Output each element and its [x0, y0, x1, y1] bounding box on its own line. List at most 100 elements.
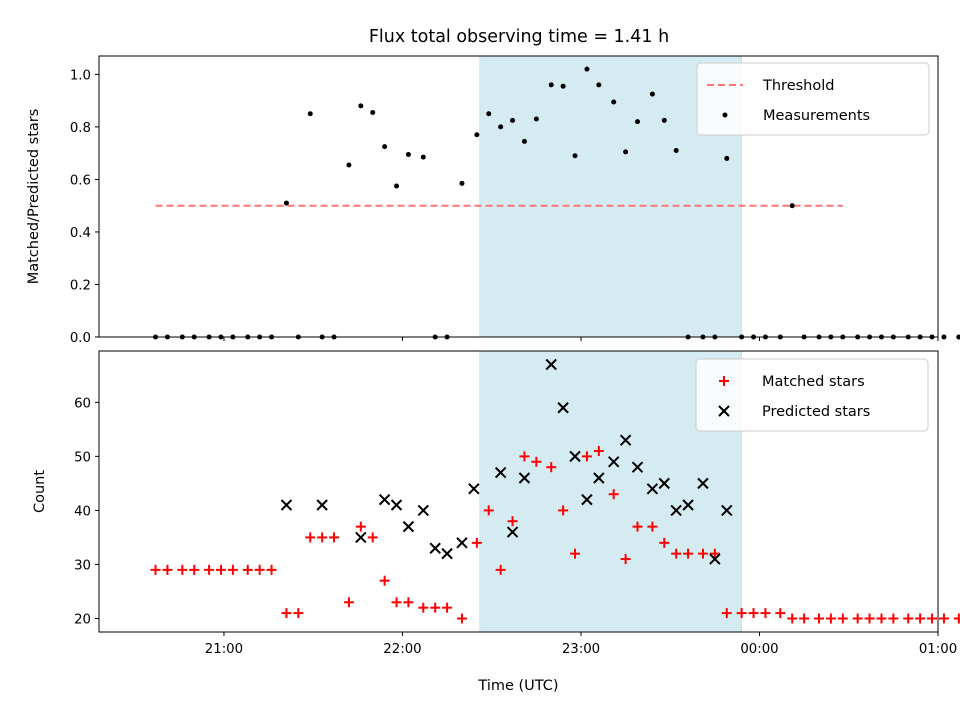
measurement-point — [405, 151, 411, 157]
top-axes-frame — [98, 55, 939, 338]
measurement-point — [596, 82, 602, 88]
matched-star-point — [915, 613, 926, 624]
matched-star-point — [608, 489, 619, 500]
measurement-point — [420, 154, 426, 160]
matched-star-point — [620, 554, 631, 565]
predicted-star-point — [709, 553, 721, 565]
matched-star-point — [204, 564, 215, 575]
chart-title: Flux total observing time = 1.41 h — [369, 27, 669, 47]
measurement-point — [572, 153, 578, 159]
measurement-point — [956, 334, 960, 340]
matched-star-point — [430, 602, 441, 613]
predicted-star-stroke — [670, 504, 682, 517]
matched-star-point — [927, 613, 938, 624]
matched-star-point — [938, 613, 949, 624]
measurement-point — [346, 162, 352, 168]
legend-box — [696, 62, 930, 136]
measurement-point — [459, 180, 465, 186]
matched-star-point — [456, 613, 467, 624]
predicted-star-point — [646, 483, 659, 495]
matched-star-point — [721, 608, 732, 619]
matched-star-point — [343, 597, 354, 608]
bottom-axes-frame — [98, 350, 939, 633]
matched-star-point — [787, 613, 798, 624]
measurement-point — [394, 183, 400, 189]
predicted-star-stroke — [607, 456, 620, 468]
matched-star-point — [227, 564, 238, 575]
predicted-star-stroke — [593, 472, 605, 484]
matched-star-point — [150, 564, 161, 575]
predicted-star-point — [631, 461, 644, 473]
bottom-y-tick-label: 20 — [74, 612, 91, 627]
matched-star-point — [683, 548, 694, 559]
predicted-star-stroke — [506, 526, 519, 538]
bottom-marks — [150, 358, 960, 624]
measurement-point — [941, 334, 947, 340]
measurement-point — [498, 124, 504, 130]
predicted-star-point — [607, 456, 620, 468]
legend-label: Matched stars — [762, 374, 865, 390]
matched-star-point — [903, 613, 914, 624]
matched-star-point — [162, 564, 173, 575]
top-y-axis-title: Matched/Predicted stars — [26, 109, 42, 285]
predicted-star-point — [494, 466, 507, 479]
matched-star-point — [367, 532, 378, 543]
predicted-star-stroke — [682, 499, 694, 511]
measurement-point — [611, 99, 617, 105]
predicted-star-point — [658, 477, 670, 490]
measurement-point — [370, 109, 376, 115]
predicted-star-stroke — [378, 493, 391, 506]
measurement-point — [661, 117, 667, 123]
x-axis-title: Time (UTC) — [477, 678, 558, 694]
matched-star-point — [293, 608, 304, 619]
ratio-panel: 0.0 0.2 0.4 0.6 0.8 1.0 Matched/Predicted sta… — [26, 55, 960, 346]
measurement-point — [510, 117, 516, 123]
matched-star-point — [483, 505, 494, 516]
top-y-tick-label: 1.0 — [70, 68, 91, 83]
predicted-star-point — [670, 504, 682, 517]
matched-star-point — [266, 564, 277, 575]
predicted-star-stroke — [456, 537, 468, 549]
bottom-legend: Matched stars Predicted stars — [695, 358, 929, 432]
predicted-star-stroke — [697, 477, 709, 490]
predicted-star-stroke — [316, 499, 328, 511]
measurement-point — [635, 119, 641, 125]
predicted-star-point — [468, 483, 480, 495]
legend-label: Predicted stars — [762, 404, 870, 420]
predicted-star-stroke — [402, 520, 415, 533]
predicted-star-point — [316, 499, 328, 511]
predicted-star-stroke — [557, 402, 569, 414]
matched-star-point — [570, 548, 581, 559]
predicted-star-stroke — [658, 477, 670, 490]
predicted-star-point — [402, 520, 415, 533]
matched-star-point — [495, 564, 506, 575]
matched-star-point — [775, 608, 786, 619]
predicted-star-stroke — [721, 504, 733, 517]
matched-star-point — [825, 613, 836, 624]
predicted-star-stroke — [619, 434, 632, 446]
legend-label: Threshold — [762, 78, 834, 94]
measurement-point — [724, 155, 730, 161]
predicted-star-point — [280, 499, 293, 511]
measurement-point — [649, 91, 655, 97]
matched-star-point — [837, 613, 848, 624]
top-y-tick-label: 0.0 — [70, 331, 91, 346]
predicted-star-point — [682, 499, 694, 511]
top-legend: Threshold Measurements — [696, 62, 930, 136]
measurement-point — [521, 138, 527, 144]
predicted-star-stroke — [545, 358, 557, 371]
matched-star-point — [215, 564, 226, 575]
matched-star-point — [177, 564, 188, 575]
bottom-y-tick-label: 50 — [74, 450, 91, 465]
predicted-star-point — [518, 472, 531, 484]
matched-star-point — [242, 564, 253, 575]
predicted-star-point — [593, 472, 605, 484]
measurement-point — [307, 111, 313, 117]
predicted-star-stroke — [646, 483, 659, 495]
matched-star-point — [355, 521, 366, 532]
bottom-y-tick-label: 40 — [74, 504, 91, 519]
matched-star-point — [760, 608, 771, 619]
predicted-star-point — [429, 542, 441, 554]
